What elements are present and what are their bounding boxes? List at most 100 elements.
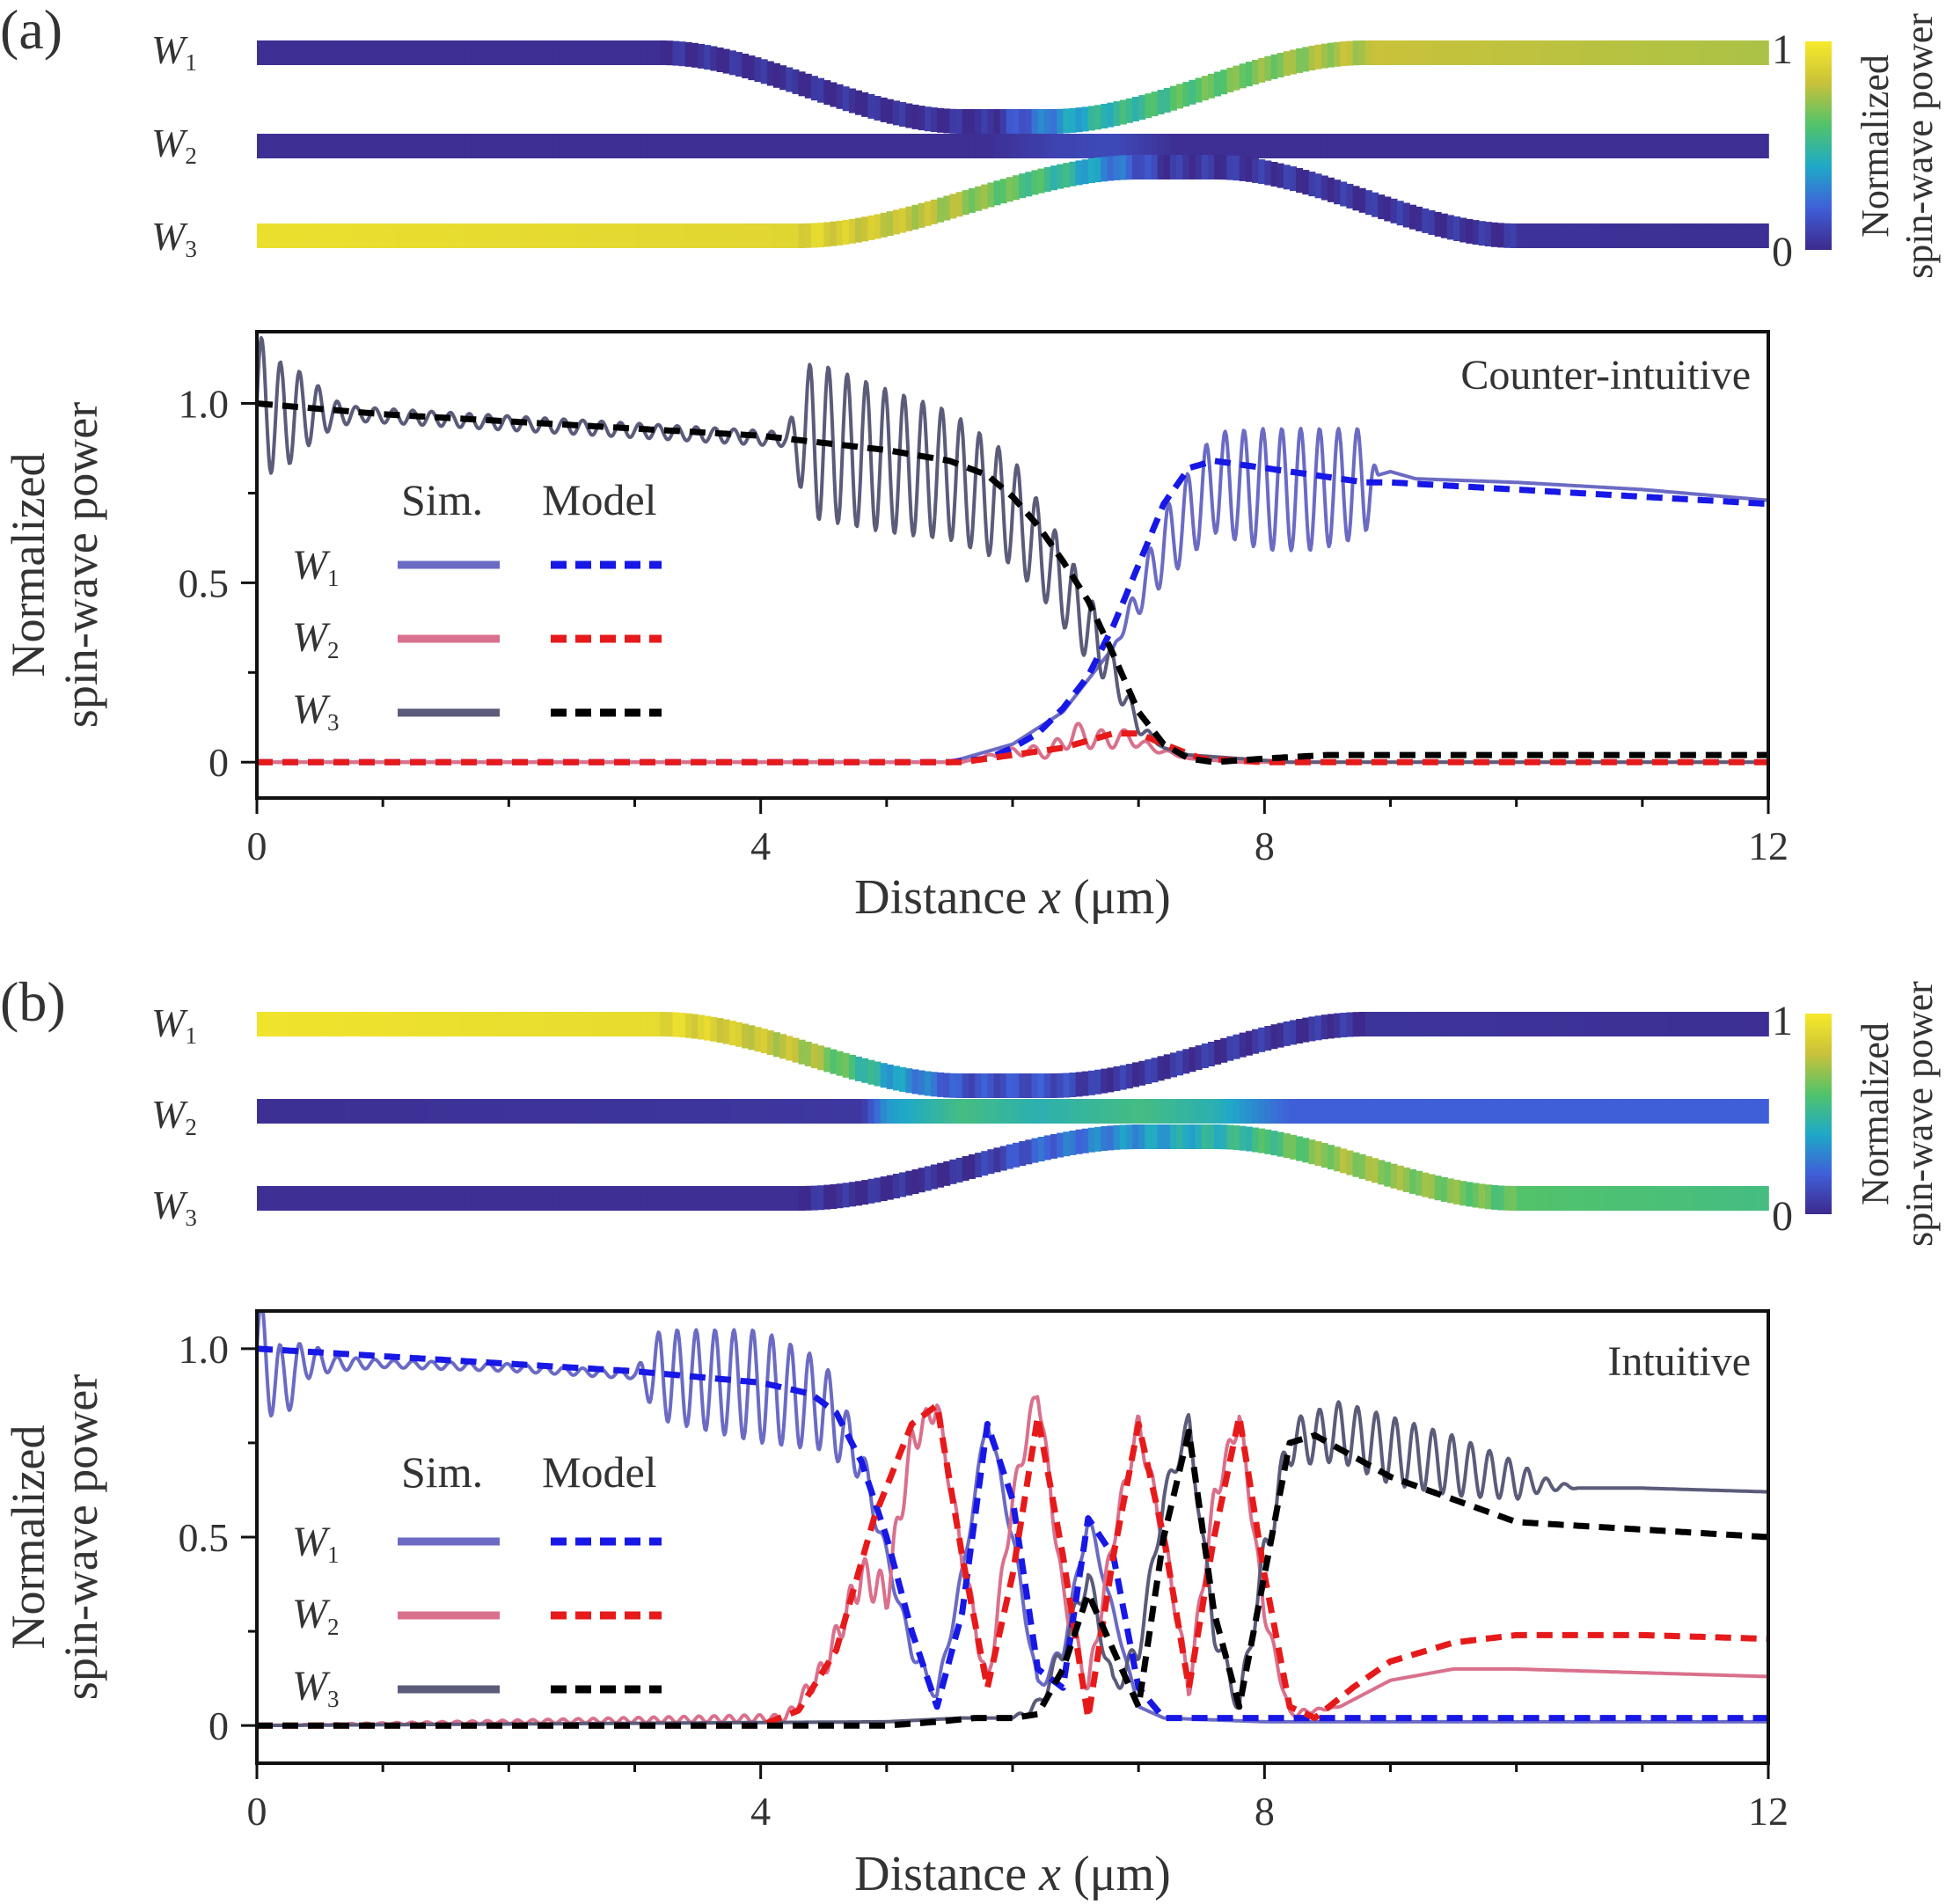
colorbar-b-tick-max: 1 xyxy=(1772,998,1793,1044)
waveguide-segment xyxy=(1226,1036,1234,1061)
waveguide-segment xyxy=(1723,1099,1731,1124)
waveguide-segment xyxy=(257,40,264,65)
waveguide-segment xyxy=(1364,1012,1372,1036)
waveguide-segment xyxy=(1145,134,1152,158)
waveguide-segment xyxy=(377,40,384,65)
waveguide-segment xyxy=(949,1099,957,1124)
waveguide-segment xyxy=(1547,40,1555,65)
waveguide-segment xyxy=(521,134,529,158)
waveguide-segment xyxy=(609,1186,617,1211)
waveguide-segment xyxy=(773,62,780,88)
waveguide-segment xyxy=(571,1012,579,1036)
waveguide-segment xyxy=(666,1012,674,1037)
waveguide-segment xyxy=(1207,1124,1215,1149)
waveguide-segment xyxy=(1673,1012,1681,1036)
waveguide-segment xyxy=(628,223,636,248)
waveguide-segment xyxy=(1434,1012,1442,1036)
waveguide-segment xyxy=(1649,1012,1656,1036)
waveguide-segment xyxy=(1579,1099,1587,1124)
waveguide-segment xyxy=(880,1063,888,1088)
waveguide-segment xyxy=(1119,1065,1127,1090)
waveguide-segment xyxy=(1743,40,1751,65)
waveguide-segment xyxy=(584,1012,592,1036)
waveguide-segment xyxy=(1277,1022,1284,1048)
waveguide-segment xyxy=(1320,43,1328,69)
waveguide-segment xyxy=(647,223,655,248)
waveguide-segment xyxy=(1182,82,1190,107)
waveguide-segment xyxy=(981,109,989,134)
waveguide-segment xyxy=(1434,40,1442,65)
waveguide-segment xyxy=(1245,62,1253,87)
waveguide-segment xyxy=(1340,1148,1348,1174)
waveguide-segment xyxy=(710,1186,718,1211)
waveguide-segment xyxy=(1075,107,1083,133)
waveguide-segment xyxy=(1440,1012,1448,1036)
waveguide-segment xyxy=(1737,1186,1745,1211)
waveguide-segment xyxy=(502,223,510,248)
waveguide-segment xyxy=(698,1014,706,1040)
waveguide-segment xyxy=(981,134,989,158)
waveguide-segment xyxy=(1037,168,1045,194)
waveguide-segment xyxy=(1182,1124,1190,1149)
waveguide-segment xyxy=(893,1099,900,1124)
waveguide-segment xyxy=(1453,134,1461,158)
waveguide-segment xyxy=(1025,1073,1033,1098)
waveguide-segment xyxy=(1516,134,1524,158)
waveguide-segment xyxy=(678,1099,686,1124)
waveguide-segment xyxy=(660,1099,668,1124)
waveguide-segment xyxy=(313,1012,321,1036)
waveguide-segment xyxy=(1711,40,1719,65)
panel-b: (b) W1 W2 W3 1 0 Normalized spin-wave po… xyxy=(0,970,1941,1901)
waveguide-segment xyxy=(981,1073,989,1098)
waveguide-segment xyxy=(1510,1012,1518,1036)
waveguide-segment xyxy=(1440,40,1448,65)
waveguide-segment xyxy=(899,208,907,233)
waveguide-segment xyxy=(716,223,724,248)
waveguide-segment xyxy=(1214,134,1222,158)
waveguide-segment xyxy=(339,1012,347,1036)
waveguide-segment xyxy=(1598,134,1606,158)
waveguide-segment xyxy=(1604,1012,1612,1036)
waveguide-segment xyxy=(760,134,768,158)
waveguide-segment xyxy=(672,223,680,248)
waveguide-segment xyxy=(357,1099,365,1124)
waveguide-segment xyxy=(301,223,309,248)
waveguide-segment xyxy=(1201,134,1209,158)
waveguide-segment xyxy=(1334,179,1342,205)
waveguide-segment xyxy=(351,134,359,158)
waveguide-segment xyxy=(1673,1186,1681,1211)
waveguide-segment xyxy=(1560,40,1568,65)
waveguide-segment xyxy=(760,1186,768,1211)
waveguide-segment xyxy=(1396,201,1404,226)
waveguide-segment xyxy=(339,223,347,248)
waveguide-segment xyxy=(823,1047,831,1073)
waveguide-segment xyxy=(1510,1186,1518,1211)
waveguide-segment xyxy=(1233,65,1240,91)
waveguide-segment xyxy=(1396,1165,1404,1190)
waveguide-segment xyxy=(1655,1012,1663,1036)
waveguide-segment xyxy=(458,1012,466,1036)
waveguide-segment xyxy=(363,1012,371,1036)
waveguide-segment xyxy=(483,223,491,248)
waveguide-segment xyxy=(1693,134,1701,158)
waveguide-w1 xyxy=(257,1012,1769,1098)
waveguide-segment xyxy=(1446,1178,1454,1204)
waveguide-segment xyxy=(1667,1099,1675,1124)
waveguide-segment xyxy=(962,109,969,134)
waveguide-segment xyxy=(1334,134,1342,158)
waveguide-segment xyxy=(1484,1012,1492,1036)
waveguide-segment xyxy=(590,134,598,158)
waveguide-segment xyxy=(1422,40,1430,65)
waveguide-segment xyxy=(1138,1124,1146,1149)
waveguide-segment xyxy=(830,1184,838,1209)
waveguide-segment xyxy=(1617,1012,1625,1036)
waveguide-segment xyxy=(634,40,642,65)
waveguide-segment xyxy=(483,1099,491,1124)
waveguide-segment xyxy=(332,223,340,248)
waveguide-segment xyxy=(616,40,623,65)
waveguide-segment xyxy=(1226,1099,1234,1124)
waveguide-segment xyxy=(395,40,403,65)
waveguide-segment xyxy=(1346,40,1354,66)
waveguide-segment xyxy=(1635,1186,1643,1211)
waveguide-segment xyxy=(722,134,730,158)
